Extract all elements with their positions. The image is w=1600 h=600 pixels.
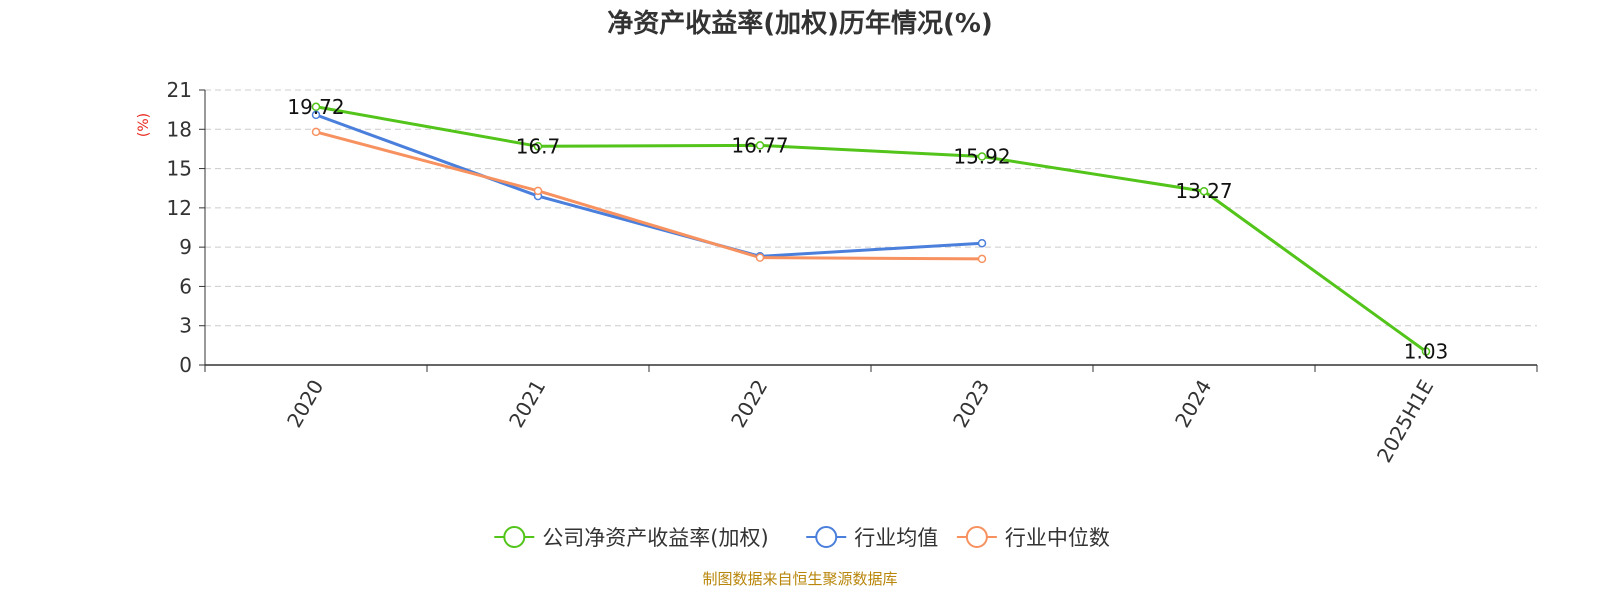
data-point <box>533 142 543 151</box>
series-line-1 <box>315 113 983 258</box>
series-lines <box>315 105 1427 353</box>
y-tick-label: 18 <box>167 117 192 141</box>
series-line-2 <box>315 130 983 261</box>
y-tick-label: 3 <box>179 314 192 338</box>
x-tick-label: 2025H1E <box>1372 376 1438 467</box>
gridlines <box>205 89 1537 327</box>
data-label: 13.27 <box>1175 179 1232 203</box>
x-tick-label: 2022 <box>726 376 772 432</box>
legend-label: 公司净资产收益率(加权) <box>542 526 768 550</box>
x-tick-label: 2021 <box>504 376 550 432</box>
data-label: 16.77 <box>731 133 788 157</box>
data-point <box>311 127 321 137</box>
y-tick-label: 6 <box>179 274 192 298</box>
y-tick-label: 0 <box>179 353 192 377</box>
y-axis-label: (%) <box>136 113 152 137</box>
y-tick-label: 15 <box>167 157 192 181</box>
data-labels: 19.72 16.7 16.77 15.92 13.27 1.03 <box>287 95 1448 364</box>
data-point <box>977 152 987 161</box>
x-tick-label: 2023 <box>948 376 994 432</box>
source-note: 制图数据来自恒生聚源数据库 <box>702 570 897 588</box>
legend-marker <box>965 526 988 548</box>
y-tick-label: 21 <box>167 78 192 102</box>
legend-marker <box>815 526 838 548</box>
data-point <box>1199 186 1209 196</box>
data-point <box>311 110 321 120</box>
data-point <box>977 254 987 264</box>
data-point <box>755 141 765 150</box>
y-tick-label: 12 <box>167 196 192 220</box>
data-label: 15.92 <box>953 145 1010 169</box>
y-tick-label: 9 <box>179 235 192 259</box>
data-label: 19.72 <box>287 95 344 119</box>
legend-marker <box>503 526 526 548</box>
legend-label: 行业中位数 <box>1005 526 1110 550</box>
legend-label: 行业均值 <box>854 526 938 550</box>
x-tick-label: 2020 <box>282 376 328 432</box>
x-tick-label: 2024 <box>1170 376 1216 432</box>
series-points <box>311 102 1431 356</box>
legend: 公司净资产收益率(加权) 行业均值 行业中位数 <box>494 526 1110 550</box>
data-point <box>755 253 765 262</box>
data-point <box>977 238 987 248</box>
chart-title: 净资产收益率(加权)历年情况(%) <box>607 8 993 39</box>
data-label: 1.03 <box>1404 340 1449 364</box>
data-point <box>1421 347 1431 356</box>
data-point <box>311 102 321 112</box>
series-line-0 <box>315 105 1427 353</box>
data-label: 16.7 <box>516 134 561 158</box>
data-point <box>533 186 543 196</box>
